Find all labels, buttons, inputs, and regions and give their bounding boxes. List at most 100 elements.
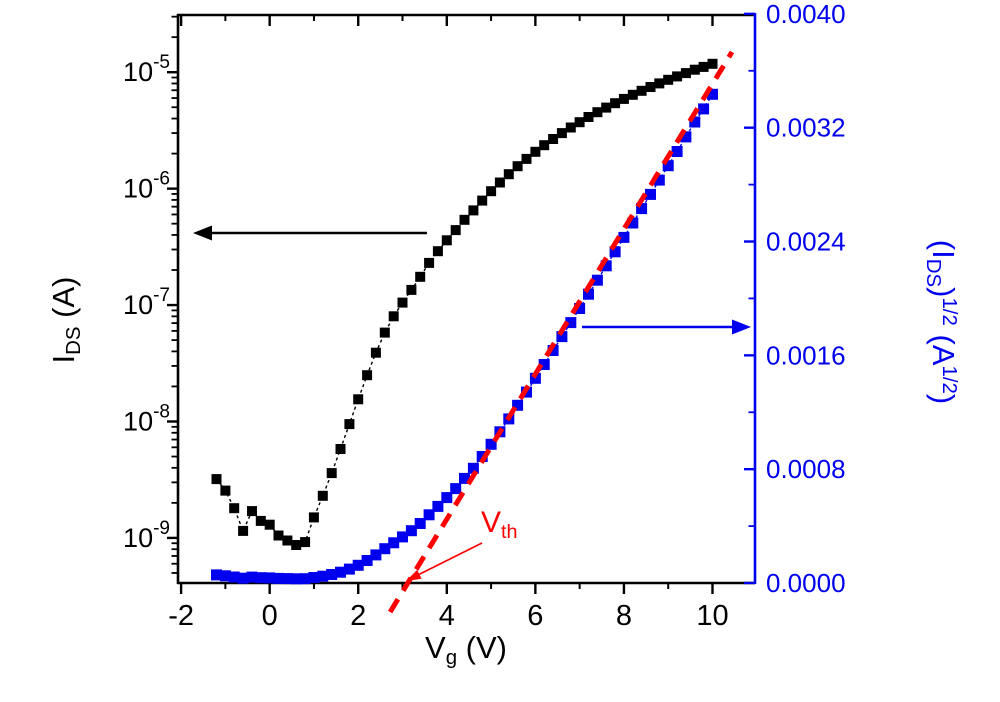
x-tick-label: 8 bbox=[616, 600, 632, 632]
ids-series-marker bbox=[654, 78, 665, 89]
ids-series-marker bbox=[707, 58, 718, 69]
left-axis-title-main: I bbox=[45, 354, 81, 364]
right-axis-title-sub: DS bbox=[921, 258, 945, 288]
sqrt-ids-series-marker bbox=[600, 260, 612, 272]
sqrt-ids-series-marker bbox=[556, 331, 568, 343]
ids-series-marker bbox=[344, 419, 355, 430]
ids-series-marker bbox=[211, 474, 222, 485]
ids-series-marker bbox=[317, 490, 328, 501]
ids-series-marker bbox=[379, 327, 390, 338]
ids-series-marker bbox=[406, 284, 417, 295]
sqrt-ids-series-marker bbox=[219, 570, 231, 582]
y-right-tick-label: 0.0016 bbox=[766, 340, 846, 370]
x-axis-tick-labels: -2 0 2 4 6 8 10 bbox=[168, 600, 728, 632]
left-axis-ticks bbox=[167, 15, 178, 574]
sqrt-ids-series-marker bbox=[423, 509, 435, 521]
ids-series-marker bbox=[645, 82, 656, 92]
sqrt-ids-series-marker bbox=[583, 288, 594, 300]
x-tick-label: 4 bbox=[439, 600, 455, 632]
ids-series-marker bbox=[601, 102, 612, 113]
ids-series-marker bbox=[370, 347, 381, 358]
right-axis-title-p2: ) bbox=[925, 287, 961, 298]
sqrt-ids-series-marker bbox=[343, 563, 355, 575]
ids-series-marker bbox=[450, 225, 461, 236]
ids-series-marker bbox=[672, 71, 683, 82]
ids-series-marker bbox=[548, 134, 559, 144]
right-axis-title-p1: (I bbox=[925, 239, 961, 259]
y-right-tick-label: 0.0008 bbox=[766, 454, 846, 484]
ids-series-marker bbox=[273, 530, 284, 541]
plot-frame bbox=[176, 13, 757, 585]
y-right-tick-label: 0.0000 bbox=[766, 568, 846, 598]
ids-series-marker bbox=[663, 74, 674, 85]
sqrt-ids-series-marker bbox=[609, 246, 621, 258]
left-axis-arrow bbox=[193, 225, 427, 241]
sqrt-ids-series bbox=[211, 88, 718, 585]
x-axis-ticks bbox=[179, 15, 714, 594]
ids-series-marker bbox=[432, 246, 443, 257]
ids-series-marker bbox=[698, 61, 709, 72]
left-axis-title: IDS (A) bbox=[46, 277, 86, 364]
y-left-tick-label: 10-9 bbox=[123, 518, 170, 553]
ids-series-marker bbox=[255, 515, 266, 526]
x-axis-title-unit: (V) bbox=[457, 630, 507, 665]
sqrt-ids-series-marker bbox=[255, 572, 267, 584]
ids-series-marker bbox=[574, 117, 585, 128]
sqrt-ids-series-marker bbox=[698, 103, 710, 115]
ids-series-marker bbox=[565, 122, 576, 133]
ids-series-marker bbox=[610, 98, 621, 109]
left-axis-arrow-head bbox=[193, 225, 212, 241]
sqrt-ids-series-marker bbox=[653, 174, 665, 186]
y-right-tick-label: 0.0024 bbox=[766, 227, 846, 257]
y-left-tick-label: 10-5 bbox=[123, 52, 170, 87]
sqrt-ids-series-marker bbox=[441, 492, 453, 504]
sqrt-ids-series-marker bbox=[538, 359, 550, 370]
ids-series-marker bbox=[459, 214, 470, 225]
ids-series-marker bbox=[229, 503, 240, 514]
sqrt-ids-series-marker bbox=[432, 500, 444, 512]
ids-series-marker bbox=[618, 93, 629, 104]
sqrt-ids-series-marker bbox=[636, 203, 648, 215]
sqrt-ids-series-marker bbox=[591, 274, 603, 286]
ids-series-marker bbox=[282, 535, 293, 546]
sqrt-ids-series-marker bbox=[379, 543, 391, 555]
vth-arrow-shaft bbox=[419, 542, 483, 576]
ids-series-marker bbox=[539, 140, 550, 151]
right-axis-ticks bbox=[744, 12, 755, 585]
ids-series-marker bbox=[326, 468, 337, 479]
right-axis-title-sup1: 1/2 bbox=[938, 297, 962, 326]
ids-series-marker bbox=[353, 394, 364, 405]
sqrt-ids-series-marker bbox=[352, 559, 364, 571]
ids-series-marker bbox=[238, 525, 249, 536]
vth-arrow-head bbox=[406, 569, 422, 581]
ids-series-marker bbox=[397, 297, 408, 308]
ids-series-marker bbox=[468, 205, 479, 216]
ids-series-marker bbox=[592, 107, 603, 118]
vth-annotation-label: Vth bbox=[481, 506, 518, 544]
sqrt-ids-series-marker bbox=[361, 555, 373, 566]
sqrt-ids-series-marker bbox=[308, 572, 320, 583]
right-axis-arrow bbox=[582, 319, 751, 335]
x-tick-label: 0 bbox=[262, 600, 278, 632]
ids-series-marker bbox=[264, 519, 275, 530]
sqrt-ids-series-marker bbox=[370, 549, 382, 561]
sqrt-ids-series-marker bbox=[317, 570, 329, 582]
sqrt-ids-series-marker bbox=[237, 572, 249, 584]
ids-series-marker bbox=[247, 506, 257, 517]
x-tick-label: 10 bbox=[696, 600, 728, 632]
ids-series-marker bbox=[291, 540, 302, 550]
ids-series-connector bbox=[215, 63, 713, 546]
sqrt-ids-series-marker bbox=[680, 131, 692, 143]
sqrt-ids-series-marker bbox=[459, 472, 470, 484]
ids-series-marker bbox=[388, 311, 399, 322]
sqrt-ids-series-marker bbox=[450, 483, 462, 495]
ids-series-marker bbox=[300, 537, 311, 548]
ids-series-marker bbox=[362, 370, 373, 381]
y-right-tick-label: 0.0040 bbox=[766, 0, 846, 29]
sqrt-ids-series-marker bbox=[281, 573, 293, 585]
y-left-tick-label: 10-6 bbox=[123, 169, 170, 204]
sqrt-ids-series-marker bbox=[574, 303, 586, 314]
ids-series-marker bbox=[308, 512, 319, 523]
